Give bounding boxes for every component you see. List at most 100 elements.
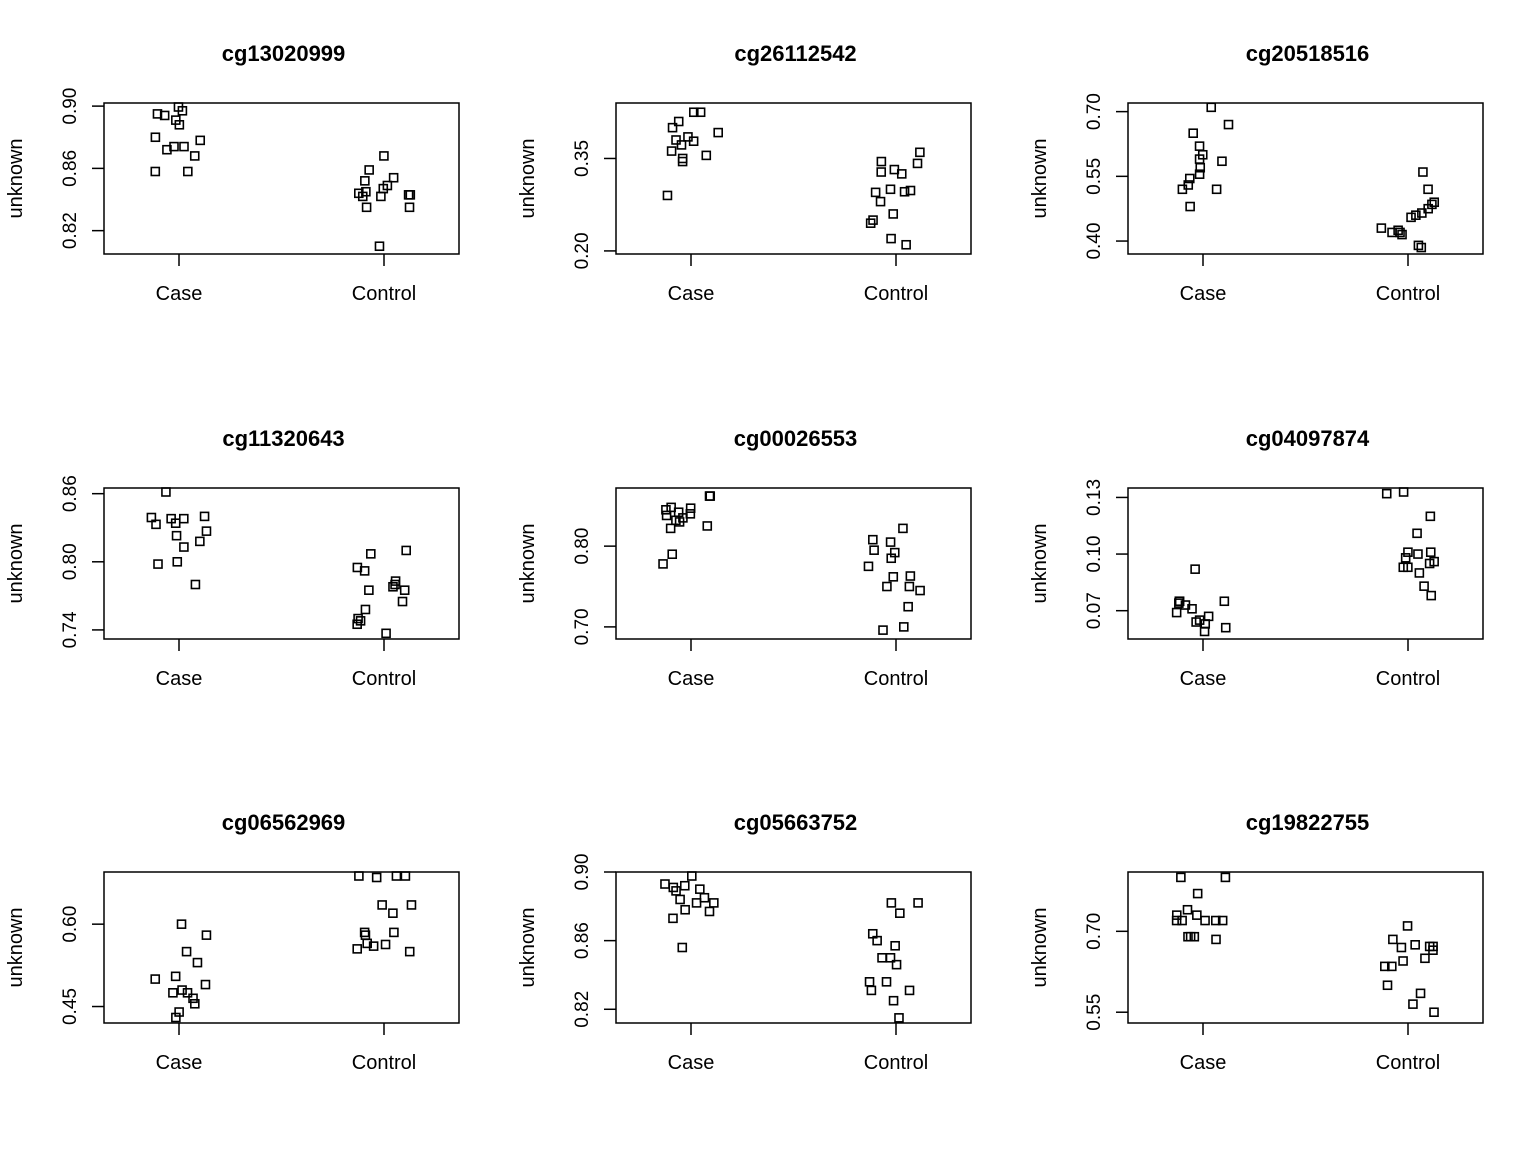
plot-frame	[103, 871, 460, 1024]
data-point-case	[1220, 872, 1231, 883]
data-point-control	[885, 537, 896, 547]
data-point-control	[1408, 999, 1418, 1009]
data-point-control	[1397, 229, 1407, 240]
y-tick-label: 0.45	[60, 988, 81, 1025]
data-point-case	[150, 132, 161, 143]
data-point-case	[172, 556, 183, 567]
data-point-case	[179, 513, 189, 524]
data-point-case	[195, 536, 205, 547]
data-point-case	[1194, 169, 1205, 179]
data-point-case	[713, 127, 723, 138]
y-tick-label: 0.40	[1084, 223, 1105, 260]
data-point-control	[1380, 961, 1390, 972]
data-point-case	[171, 530, 182, 541]
data-point-control	[881, 977, 892, 987]
data-point-case	[1174, 598, 1184, 608]
data-point-control	[886, 898, 897, 908]
data-point-case	[171, 1012, 181, 1023]
data-point-control	[882, 581, 892, 592]
data-point-case	[190, 998, 200, 1009]
y-tick-label: 0.70	[572, 608, 593, 645]
data-point-control	[360, 604, 371, 615]
data-point-control	[1429, 1007, 1439, 1018]
y-tick-label: 0.13	[1084, 479, 1105, 516]
y-axis-label: unknown	[5, 138, 27, 218]
data-point-case	[667, 122, 678, 133]
data-point-control	[905, 185, 916, 196]
y-tick-label: 0.60	[60, 906, 81, 943]
data-point-control	[1402, 921, 1413, 931]
x-tick-label: Case	[1180, 1052, 1227, 1074]
data-point-control	[898, 622, 909, 632]
data-point-control	[404, 946, 415, 957]
data-point-control	[1398, 956, 1408, 966]
plot-frame	[615, 102, 972, 255]
plot-frame	[103, 487, 460, 640]
data-point-control	[915, 585, 925, 596]
y-axis-label: unknown	[1029, 907, 1051, 987]
x-tick-label: Control	[1376, 1052, 1440, 1074]
data-point-control	[359, 927, 370, 938]
data-point-control	[870, 187, 881, 198]
data-point-case	[199, 511, 210, 522]
data-point-control	[381, 628, 391, 639]
data-point-control	[890, 940, 900, 951]
y-tick-label: 0.90	[572, 854, 593, 891]
data-point-control	[885, 952, 896, 963]
data-point-control	[896, 169, 907, 179]
y-tick-label: 0.20	[572, 232, 593, 269]
data-point-case	[174, 119, 185, 130]
data-point-case	[168, 987, 178, 998]
data-point-control	[1424, 558, 1435, 569]
data-point-control	[865, 218, 876, 228]
y-axis-label: unknown	[1029, 523, 1051, 603]
x-tick-label: Control	[352, 668, 416, 690]
data-point-control	[863, 561, 874, 572]
data-point-case	[695, 107, 706, 118]
y-tick-label: 0.80	[572, 528, 593, 565]
data-point-case	[1194, 141, 1205, 151]
x-tick-label: Case	[156, 668, 203, 690]
data-point-control	[1416, 242, 1427, 253]
data-point-case	[1184, 173, 1195, 184]
x-tick-label: Control	[1376, 668, 1440, 690]
data-point-control	[380, 939, 391, 950]
data-point-control	[390, 579, 400, 590]
y-tick-label: 0.80	[60, 543, 81, 580]
data-point-control	[1403, 547, 1413, 557]
data-point-case	[1177, 915, 1187, 926]
data-point-control	[1420, 953, 1430, 964]
data-point-case	[674, 517, 685, 527]
data-point-case	[668, 913, 678, 924]
data-point-control	[878, 625, 888, 635]
data-point-case	[170, 518, 181, 528]
data-point-control	[912, 158, 923, 169]
data-point-case	[1220, 622, 1231, 633]
x-tick-label: Case	[668, 283, 715, 305]
data-point-case	[695, 884, 705, 894]
data-point-case	[159, 110, 170, 121]
data-point-control	[1387, 227, 1397, 238]
data-point-case	[1171, 910, 1182, 920]
data-point-control	[888, 572, 899, 582]
data-point-control	[1400, 553, 1411, 563]
y-axis-label: unknown	[1029, 138, 1051, 218]
y-tick-label: 0.35	[572, 140, 593, 177]
data-point-case	[152, 109, 163, 119]
x-tick-label: Case	[156, 1052, 203, 1074]
data-point-control	[1417, 208, 1427, 218]
data-point-control	[899, 186, 910, 197]
x-tick-label: Control	[1376, 283, 1440, 305]
data-point-control	[866, 985, 877, 996]
data-point-case	[702, 521, 713, 531]
data-point-case	[192, 957, 203, 968]
x-tick-label: Case	[1180, 668, 1227, 690]
data-point-case	[1223, 119, 1234, 130]
data-point-control	[895, 908, 905, 918]
data-point-control	[391, 871, 402, 881]
data-point-control	[362, 938, 373, 949]
data-point-control	[913, 898, 923, 908]
data-point-case	[150, 974, 161, 984]
data-point-case	[709, 898, 719, 908]
